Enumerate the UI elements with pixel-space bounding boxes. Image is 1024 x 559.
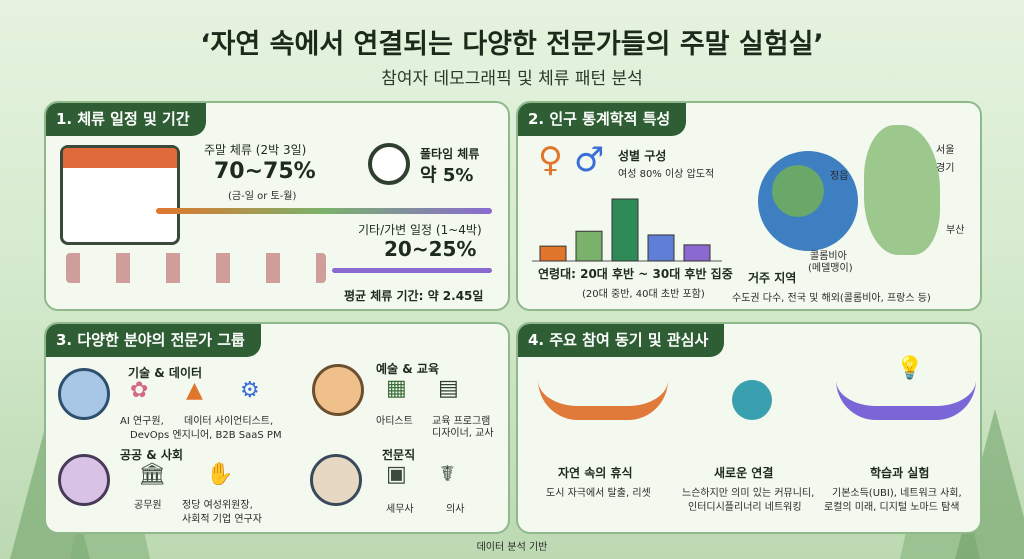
age-bar — [575, 230, 603, 262]
korea-map — [864, 125, 940, 255]
public-label: 공공 & 사회 — [120, 448, 183, 462]
learning-desc-a: 기본소득(UBI), 네트워크 사회, — [832, 488, 962, 499]
connection-desc-a: 느슨하지만 의미 있는 커뮤니티, — [682, 488, 815, 499]
easel-icon: ▦ — [386, 376, 407, 401]
clock-icon — [368, 143, 410, 185]
ai-gear-icon: ⚙ — [240, 378, 260, 403]
male-symbol-icon: ♂ — [574, 140, 605, 180]
tech-roles-b: 데이터 사이언티스트, — [184, 416, 274, 427]
footer-note: 데이터 분석 기반 — [476, 542, 548, 553]
fulltime-value: 약 5% — [420, 165, 474, 186]
brain-icon: ✿ — [130, 378, 149, 403]
pro-roles-a: 세무사 — [386, 504, 414, 515]
connection-label: 새로운 연결 — [714, 466, 774, 480]
government-building-icon: 🏛 — [138, 462, 166, 487]
age-note: (20대 중반, 40대 초반 포함) — [582, 289, 705, 300]
age-bar — [539, 245, 567, 262]
panel-professionals: 3. 다양한 분야의 전문가 그룹 기술 & 데이터 ✿ ▲ ⚙ AI 연구원,… — [44, 322, 510, 534]
map-label-colombia: 콜롬비아 — [810, 251, 847, 262]
region-value: 수도권 다수, 전국 및 해외(콜롬비아, 프랑스 등) — [732, 293, 931, 304]
calendar-icon — [60, 145, 180, 245]
map-label-seoul: 서울 — [936, 145, 955, 156]
panel-title: 1. 체류 일정 및 기간 — [46, 103, 206, 136]
art-roles-c: 디자이너, 교사 — [432, 428, 494, 439]
panel-demographics: 2. 인구 통계학적 특성 ♀ ♂ 성별 구성 여성 80% 이상 압도적 연령… — [516, 101, 982, 311]
age-bar-chart — [532, 198, 722, 262]
page-title: ‘자연 속에서 연결되는 다양한 전문가들의 주말 실험실’ — [200, 29, 824, 60]
lightbulb-icon: 💡 — [896, 356, 924, 381]
art-avatar — [312, 364, 364, 416]
rest-desc: 도시 자극에서 탈출, 리셋 — [546, 488, 651, 499]
globe-icon — [758, 151, 858, 251]
weekend-note: (금-일 or 토-월) — [228, 191, 297, 202]
public-roles-b: 정당 여성위원장, — [182, 500, 253, 511]
art-roles-b: 교육 프로그램 — [432, 416, 491, 427]
hammock-learn-illustration — [836, 380, 976, 420]
map-label-gyeonggi: 경기 — [936, 163, 955, 174]
fulltime-label: 풀타임 체류 — [420, 147, 480, 161]
age-bar — [683, 244, 711, 262]
pro-avatar — [310, 454, 362, 506]
book-icon: ▤ — [438, 376, 459, 401]
age-bar — [611, 198, 639, 262]
other-label: 기타/가변 일정 (1~4박) — [358, 223, 482, 237]
panel-title: 2. 인구 통계학적 특성 — [518, 103, 687, 136]
timeline-bar — [156, 208, 492, 214]
gender-label: 성별 구성 — [618, 149, 667, 163]
panel-title: 3. 다양한 분야의 전문가 그룹 — [46, 324, 261, 357]
hammock-rest-illustration — [538, 380, 668, 420]
age-bar — [647, 234, 675, 262]
map-label-medellin: (메델맹이) — [808, 263, 853, 274]
connection-desc-b: 인터디시플리너리 네트워킹 — [688, 502, 802, 513]
map-label-jeongeup: 정읍 — [830, 171, 849, 182]
public-roles-c: 사회적 기업 연구자 — [182, 514, 262, 525]
chart-icon: ▲ — [186, 378, 203, 403]
age-label: 연령대: 20대 후반 ~ 30대 후반 집중 — [538, 267, 733, 281]
other-bar — [332, 268, 492, 273]
tech-label: 기술 & 데이터 — [128, 366, 203, 380]
gender-value: 여성 80% 이상 압도적 — [618, 169, 715, 180]
region-label: 거주 지역 — [748, 271, 797, 285]
network-icon — [732, 380, 772, 420]
pro-roles-b: 의사 — [446, 504, 465, 515]
tech-roles-a: AI 연구원, — [120, 416, 164, 427]
calculator-icon: ▣ — [386, 462, 407, 487]
tech-roles-c: DevOps 엔지니어, B2B SaaS PM — [130, 430, 282, 441]
panel-motivations: 4. 주요 참여 동기 및 관심사 자연 속의 휴식 도시 자극에서 탈출, 리… — [516, 322, 982, 534]
stethoscope-icon: ☤ — [440, 462, 455, 487]
other-value: 20~25% — [384, 237, 477, 261]
panel-title: 4. 주요 참여 동기 및 관심사 — [518, 324, 725, 357]
rest-label: 자연 속의 휴식 — [558, 466, 633, 480]
panel-stay-schedule: 1. 체류 일정 및 기간 주말 체류 (2박 3일) 70~75% (금-일 … — [44, 101, 510, 311]
art-roles-a: 아티스트 — [376, 416, 413, 427]
learning-label: 학습과 실험 — [870, 466, 930, 480]
tech-avatar — [58, 368, 110, 420]
female-symbol-icon: ♀ — [538, 140, 563, 180]
public-avatar — [58, 454, 110, 506]
travelers-illustration — [66, 253, 326, 283]
public-roles-a: 공무원 — [134, 500, 162, 511]
art-label: 예술 & 교육 — [376, 362, 439, 376]
pro-label: 전문직 — [382, 448, 416, 462]
page-subtitle: 참여자 데모그래픽 및 체류 패턴 분석 — [381, 69, 643, 89]
handshake-icon: ✋ — [206, 462, 234, 487]
learning-desc-b: 로컬의 미래, 디지털 노마드 탐색 — [824, 502, 960, 513]
weekend-value: 70~75% — [214, 159, 316, 184]
average-stay: 평균 체류 기간: 약 2.45일 — [344, 289, 484, 303]
map-label-busan: 부산 — [946, 225, 965, 236]
weekend-label: 주말 체류 (2박 3일) — [204, 143, 307, 157]
